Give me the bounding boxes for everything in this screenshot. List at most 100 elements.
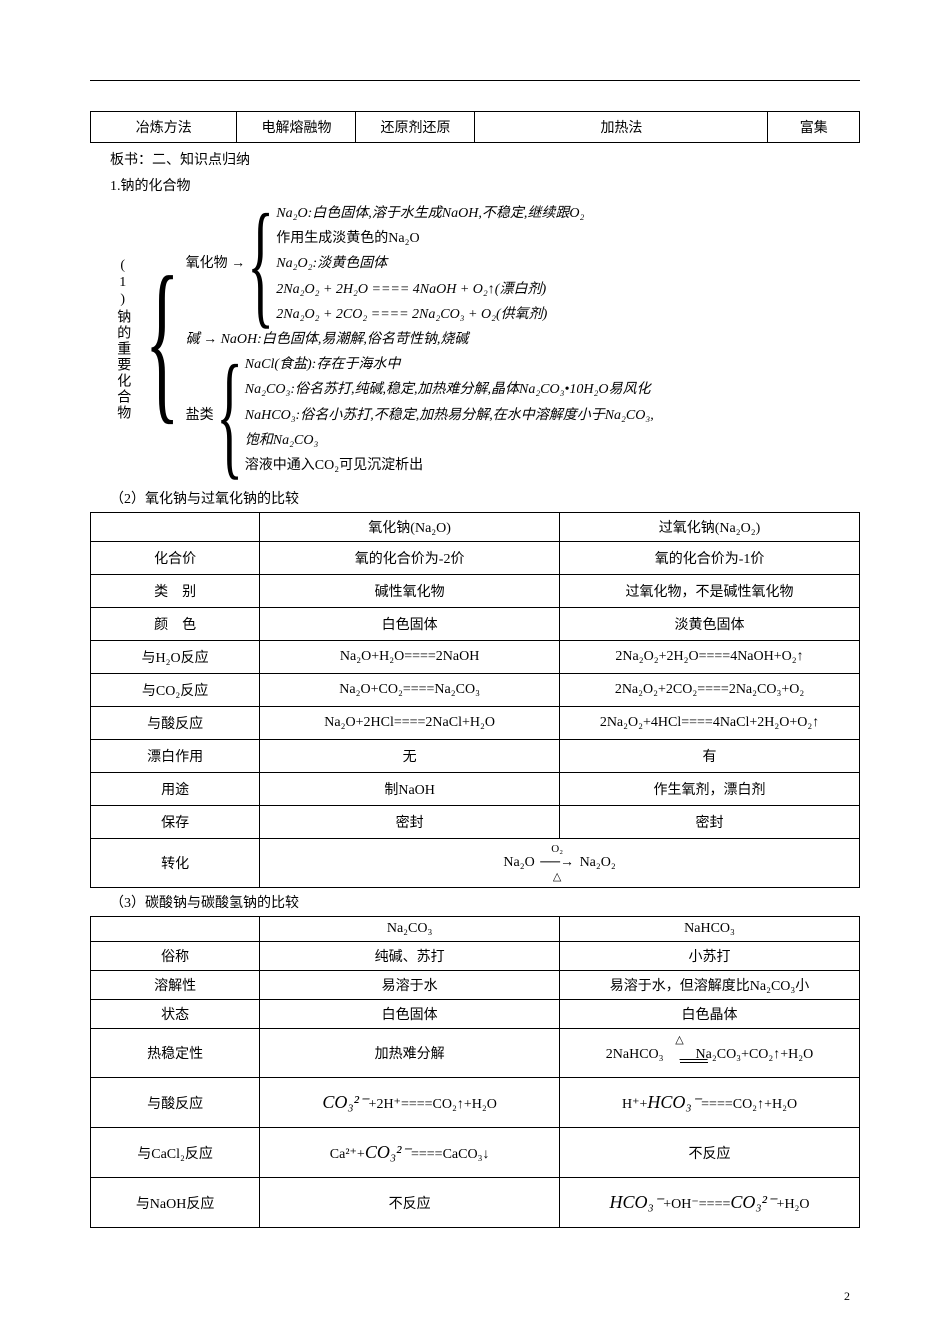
cell: 加热难分解 (260, 1029, 560, 1078)
text: Ca²⁺+ (330, 1147, 365, 1162)
text: NaHCO₃:俗名小苏打,不稳定,加热易分解,在水中溶解度小于Na₂CO₃, (245, 408, 654, 423)
cell: 淡黄色固体 (560, 608, 860, 641)
cell: 不反应 (560, 1128, 860, 1178)
cell: 漂白作用 (91, 740, 260, 773)
cell: 颜 色 (91, 608, 260, 641)
cell (91, 917, 260, 942)
text: Na₂O:白色固体,溶于水生成NaOH,不稳定,继续跟O₂ (276, 206, 584, 221)
cell: 有 (560, 740, 860, 773)
delta-icon: △ (666, 1033, 694, 1046)
compound-bracket: (1)钠的重要化合物 { 氧化物 → { Na₂O:白色固体,溶于水生成NaOH… (110, 201, 860, 478)
ion: CO₃²⁻ (365, 1142, 411, 1162)
page-rule (90, 80, 860, 81)
na2co3-compare-table: Na₂CO₃ NaHCO₃ 俗称纯碱、苏打小苏打 溶解性易溶于水易溶于水，但溶解… (90, 916, 860, 1228)
cell: 过氧化物，不是碱性氧化物 (560, 575, 860, 608)
text: ====CO₂↑+H₂O (701, 1097, 797, 1112)
cell: HCO₃⁻+OH⁻====CO₃²⁻+H₂O (560, 1178, 860, 1228)
ion: CO₃²⁻ (322, 1092, 368, 1112)
arrow-icon: ──→ (540, 855, 574, 870)
cell: 2Na₂O₂+2CO₂====2Na₂CO₃+O₂ (560, 674, 860, 707)
cell: 状态 (91, 1000, 260, 1029)
cell: 与NaOH反应 (91, 1178, 260, 1228)
salt-label: 盐类 (186, 403, 214, 428)
arrow-bot: △ (540, 870, 574, 883)
cell: 富集 (768, 112, 860, 143)
text: Na₂O₂:淡黄色固体 (276, 256, 387, 271)
text: +2H⁺====CO₂↑+H₂O (369, 1097, 497, 1112)
brace-icon: { (247, 201, 274, 327)
cell: 与酸反应 (91, 1078, 260, 1128)
brace-icon: { (145, 201, 180, 478)
cell: 纯碱、苏打 (260, 942, 560, 971)
cell: 白色晶体 (560, 1000, 860, 1029)
cell: CO₃²⁻+2H⁺====CO₂↑+H₂O (260, 1078, 560, 1128)
cell: Na₂CO₃ (260, 917, 560, 942)
text: ====CaCO₃↓ (411, 1147, 489, 1162)
cell: 用途 (91, 773, 260, 806)
heading-3: （3）碳酸钠与碳酸氢钠的比较 (110, 892, 860, 912)
cell: 热稳定性 (91, 1029, 260, 1078)
text: Na₂CO₃:俗名苏打,纯碱,稳定,加热难分解,晶体Na₂CO₃•10H₂O易风… (245, 382, 651, 397)
cell: 氧的化合价为-2价 (260, 542, 560, 575)
cell: 保存 (91, 806, 260, 839)
cell: 与CO₂反应 (91, 674, 260, 707)
text: 作用生成淡黄色的Na₂O (276, 231, 419, 246)
ion: HCO₃⁻ (610, 1192, 664, 1212)
cell: 转化 (91, 839, 260, 888)
cell: 氧的化合价为-1价 (560, 542, 860, 575)
arrow-top: O₂ (540, 843, 574, 855)
text: 饱和Na₂CO₃ (245, 433, 319, 448)
cell: 2NaHCO₃△ Na₂CO₃+CO₂↑+H₂O (560, 1029, 860, 1078)
ion: HCO₃⁻ (647, 1092, 701, 1112)
cell: 易溶于水 (260, 971, 560, 1000)
eq-right: Na₂O₂ (580, 855, 616, 870)
smelting-table: 冶炼方法 电解熔融物 还原剂还原 加热法 富集 (90, 111, 860, 143)
cell: 冶炼方法 (91, 112, 237, 143)
cell: 密封 (260, 806, 560, 839)
cell: 溶解性 (91, 971, 260, 1000)
cell: Na₂O+H₂O====2NaOH (260, 641, 560, 674)
cell: Na₂O+CO₂====Na₂CO₃ (260, 674, 560, 707)
cell: 密封 (560, 806, 860, 839)
cell: 化合价 (91, 542, 260, 575)
text: 2NaHCO₃ (606, 1047, 664, 1062)
cell: H⁺+HCO₃⁻====CO₂↑+H₂O (560, 1078, 860, 1128)
cell: 与酸反应 (91, 707, 260, 740)
text: +H₂O (777, 1197, 810, 1212)
cell: 作生氧剂，漂白剂 (560, 773, 860, 806)
cell: 制NaOH (260, 773, 560, 806)
cell: 2Na₂O₂+4HCl====4NaCl+2H₂O+O₂↑ (560, 707, 860, 740)
cell: 易溶于水，但溶解度比Na₂CO₃小 (560, 971, 860, 1000)
text: 2Na₂O₂ + 2H₂O ==== 4NaOH + O₂↑(漂白剂) (276, 282, 546, 297)
page-number: 2 (844, 1289, 850, 1304)
cell: 2Na₂O₂+2H₂O====4NaOH+O₂↑ (560, 641, 860, 674)
oxide-label: 氧化物 → (186, 251, 246, 276)
ion: CO₃²⁻ (730, 1192, 776, 1212)
cell: 俗称 (91, 942, 260, 971)
text: H⁺+ (622, 1097, 647, 1112)
cell: 碱性氧化物 (260, 575, 560, 608)
brace-icon: { (216, 352, 243, 478)
cell: 与H₂O反应 (91, 641, 260, 674)
na2o-compare-table: 氧化钠(Na₂O) 过氧化钠(Na₂O₂) 化合价氧的化合价为-2价氧的化合价为… (90, 512, 860, 888)
cell: Na₂O+2HCl====2NaCl+H₂O (260, 707, 560, 740)
text: NaCl(食盐):存在于海水中 (245, 357, 401, 372)
text: Na₂CO₃+CO₂↑+H₂O (696, 1047, 814, 1062)
cell: 白色固体 (260, 608, 560, 641)
cell: Ca²⁺+CO₃²⁻====CaCO₃↓ (260, 1128, 560, 1178)
cell: 过氧化钠(Na₂O₂) (560, 513, 860, 542)
cell: 类 别 (91, 575, 260, 608)
cell: 氧化钠(Na₂O) (260, 513, 560, 542)
text: 2Na₂O₂ + 2CO₂ ==== 2Na₂CO₃ + O₂(供氧剂) (276, 307, 547, 322)
cell: 小苏打 (560, 942, 860, 971)
cell: Na₂O O₂ ──→ △ Na₂O₂ (260, 839, 860, 888)
text: 溶液中通入CO₂可见沉淀析出 (245, 458, 423, 473)
cell (91, 513, 260, 542)
cell: 无 (260, 740, 560, 773)
cell: 电解熔融物 (237, 112, 356, 143)
cell: 与CaCl₂反应 (91, 1128, 260, 1178)
cell: NaHCO₃ (560, 917, 860, 942)
cell: 白色固体 (260, 1000, 560, 1029)
vertical-label: (1)钠的重要化合物 (110, 201, 139, 478)
eq-left: Na₂O (503, 855, 534, 870)
